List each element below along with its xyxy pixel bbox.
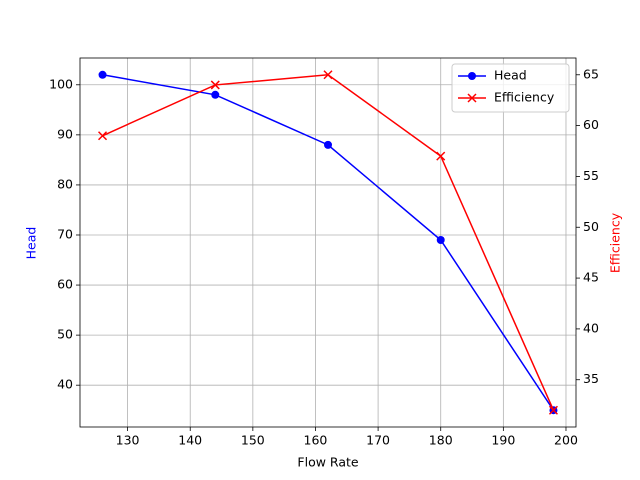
marker bbox=[548, 405, 558, 415]
y2-axis-label: Efficiency bbox=[608, 212, 623, 273]
y2-tick-label: 35 bbox=[583, 371, 599, 386]
marker bbox=[323, 70, 333, 80]
y2-tick-label: 45 bbox=[583, 270, 599, 285]
marker bbox=[211, 90, 220, 99]
x-axis-label: Flow Rate bbox=[297, 455, 358, 470]
y-tick-label: 80 bbox=[57, 176, 73, 191]
marker bbox=[436, 235, 445, 244]
plot-frame bbox=[79, 57, 577, 428]
marker bbox=[98, 131, 108, 141]
marker bbox=[467, 93, 477, 103]
y-tick-label: 60 bbox=[57, 277, 73, 292]
y2-tick-label: 55 bbox=[583, 168, 599, 183]
series-line bbox=[102, 74, 555, 411]
x-tick-label: 140 bbox=[178, 433, 202, 448]
series-line bbox=[102, 74, 555, 411]
x-tick-label: 150 bbox=[241, 433, 265, 448]
y-tick-label: 100 bbox=[49, 76, 73, 91]
legend-label: Head bbox=[494, 68, 527, 83]
y-tick-label: 50 bbox=[57, 327, 73, 342]
x-tick-label: 200 bbox=[554, 433, 578, 448]
y2-tick-label: 50 bbox=[583, 219, 599, 234]
y2-tick-label: 60 bbox=[583, 117, 599, 132]
y-tick-label: 40 bbox=[57, 377, 73, 392]
y-tick-label: 90 bbox=[57, 126, 73, 141]
marker bbox=[324, 140, 332, 149]
x-tick-label: 160 bbox=[304, 433, 328, 448]
x-tick-label: 180 bbox=[429, 433, 453, 448]
marker bbox=[210, 80, 220, 90]
marker bbox=[98, 70, 107, 79]
x-tick-label: 190 bbox=[491, 433, 515, 448]
y-axis-label: Head bbox=[24, 227, 39, 260]
y-tick-label: 70 bbox=[57, 226, 73, 241]
y2-tick-label: 40 bbox=[583, 320, 599, 335]
x-tick-label: 170 bbox=[366, 433, 390, 448]
marker bbox=[468, 72, 476, 80]
legend-label: Efficiency bbox=[494, 90, 555, 105]
x-tick-label: 130 bbox=[116, 433, 140, 448]
marker bbox=[436, 151, 446, 161]
y2-tick-label: 65 bbox=[583, 66, 599, 81]
